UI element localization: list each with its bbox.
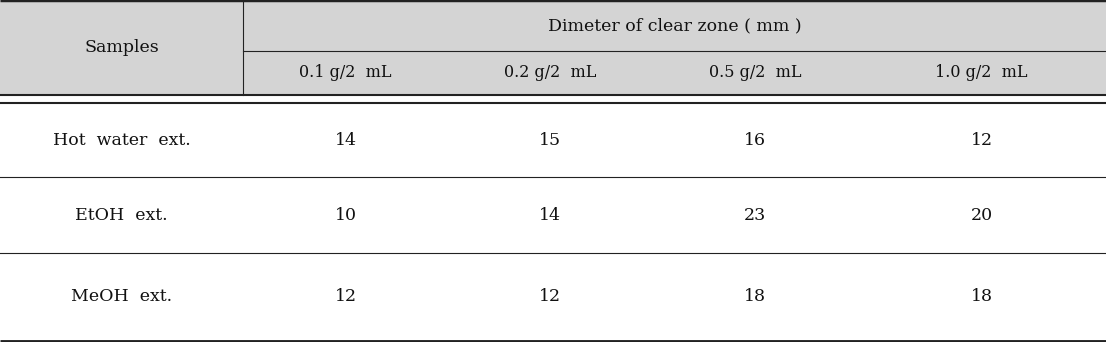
Text: 16: 16 <box>744 132 765 148</box>
Text: 12: 12 <box>334 288 357 305</box>
Text: 10: 10 <box>335 208 356 224</box>
Text: 14: 14 <box>335 132 356 148</box>
Text: 18: 18 <box>971 288 992 305</box>
Text: MeOH  ext.: MeOH ext. <box>71 288 173 305</box>
Text: Hot  water  ext.: Hot water ext. <box>53 132 190 148</box>
Text: 15: 15 <box>539 132 562 148</box>
Text: 18: 18 <box>744 288 765 305</box>
Text: 0.2 g/2  mL: 0.2 g/2 mL <box>504 64 596 81</box>
Text: 14: 14 <box>540 208 561 224</box>
Text: 1.0 g/2  mL: 1.0 g/2 mL <box>936 64 1027 81</box>
Text: 12: 12 <box>539 288 562 305</box>
Text: 20: 20 <box>970 208 993 224</box>
Text: 12: 12 <box>970 132 993 148</box>
Text: EtOH  ext.: EtOH ext. <box>75 208 168 224</box>
Text: Samples: Samples <box>84 39 159 56</box>
Text: 0.5 g/2  mL: 0.5 g/2 mL <box>709 64 801 81</box>
Text: 23: 23 <box>743 208 766 224</box>
Text: 0.1 g/2  mL: 0.1 g/2 mL <box>300 64 392 81</box>
Text: Dimeter of clear zone ( mm ): Dimeter of clear zone ( mm ) <box>547 17 802 34</box>
Bar <box>0 0 1106 95</box>
